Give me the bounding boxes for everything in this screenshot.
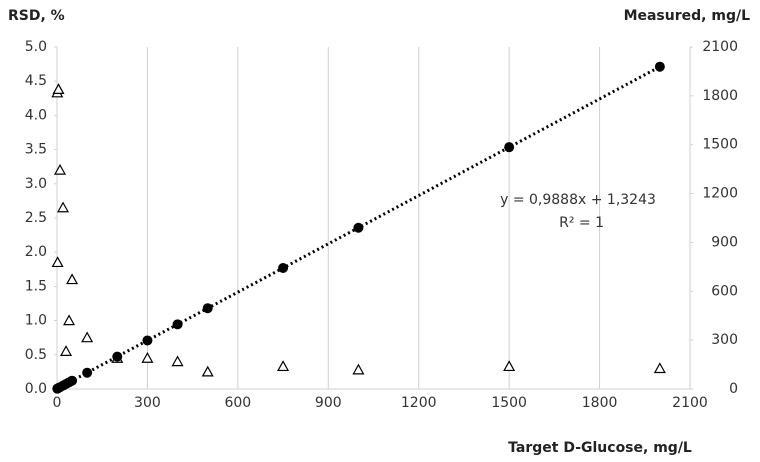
y-tick-label: 3.5	[25, 142, 47, 158]
rsd-point	[81, 331, 94, 343]
x-tick-label: 300	[134, 395, 161, 411]
y-axis-title: RSD, %	[8, 8, 65, 24]
rsd-point	[66, 273, 79, 285]
measured-point	[504, 142, 515, 153]
rsd-point	[171, 355, 184, 367]
rsd-point	[352, 363, 365, 375]
x-tick-label: 1800	[582, 395, 618, 411]
y-tick-label: 0.5	[25, 347, 47, 363]
y-tick-label: 2.0	[25, 244, 47, 260]
rsd-point	[60, 345, 73, 356]
measured-point	[278, 262, 289, 273]
y2-tick-label: 1800	[702, 88, 738, 104]
x-tick-label: 1200	[401, 395, 437, 411]
rsd-point	[57, 201, 70, 213]
y2-tick-label: 600	[711, 283, 738, 299]
y-tick-label: 5.0	[25, 39, 47, 55]
measured-point	[82, 367, 93, 378]
y2-tick-label: 0	[729, 381, 738, 397]
rsd-point	[653, 362, 666, 374]
measured-point	[202, 303, 213, 314]
measured-point	[112, 351, 123, 362]
y-tick-label: 0.0	[25, 381, 47, 397]
rsd-point	[63, 314, 76, 326]
measured-point	[67, 375, 78, 386]
measured-point	[142, 335, 153, 346]
y2-axis-title: Measured, mg/L	[624, 8, 751, 24]
x-axis-title: Target D-Glucose, mg/L	[508, 440, 692, 456]
y2-tick-label: 1200	[702, 186, 738, 202]
x-tick-label: 900	[315, 395, 342, 411]
rsd-point	[201, 365, 214, 377]
x-tick-label: 600	[224, 395, 251, 411]
y-tick-label: 1.0	[25, 313, 47, 329]
y-tick-label: 4.5	[25, 73, 47, 89]
y-tick-label: 3.0	[25, 176, 47, 192]
rsd-point	[51, 256, 64, 268]
rsd-point	[141, 351, 154, 363]
y2-tick-label: 900	[711, 234, 738, 250]
trendline-equation: y = 0,9888x + 1,3243	[500, 192, 656, 208]
x-tick-label: 0	[53, 395, 62, 411]
y2-tick-label: 300	[711, 332, 738, 348]
x-tick-label: 2100	[672, 395, 708, 411]
rsd-point	[53, 163, 67, 175]
y2-tick-label: 2100	[702, 39, 738, 55]
measured-point	[353, 222, 364, 233]
x-tick-label: 1500	[491, 395, 527, 411]
y-tick-label: 2.5	[25, 210, 47, 226]
y-tick-label: 4.0	[25, 107, 47, 123]
rsd-point	[503, 360, 516, 372]
rsd-point	[52, 83, 65, 95]
y2-tick-label: 1500	[702, 137, 738, 153]
trendline-r2: R² = 1	[559, 215, 604, 231]
rsd-point	[277, 360, 290, 372]
measured-point	[172, 319, 183, 330]
y-tick-label: 1.5	[25, 278, 47, 294]
measured-point	[654, 61, 665, 72]
